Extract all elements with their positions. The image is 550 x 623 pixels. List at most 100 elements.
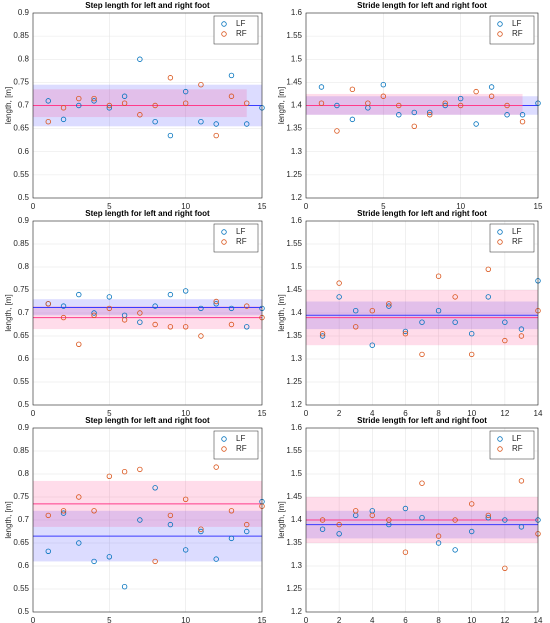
chart-title: Step length for left and right foot: [85, 1, 210, 10]
data-point: [336, 531, 342, 537]
axes-box: [32, 220, 263, 406]
y-tick-label: 1.5: [291, 54, 303, 63]
y-tick-label: 1.55: [286, 31, 302, 40]
data-point: [353, 308, 359, 314]
data-point: [473, 121, 479, 127]
y-tick-label: 1.35: [286, 538, 302, 547]
data-point: [60, 303, 67, 309]
x-tick-label: 15: [258, 409, 267, 418]
data-point: [198, 526, 204, 532]
data-point: [121, 100, 128, 106]
data-point: [76, 540, 82, 546]
y-tick-label: 1.4: [291, 515, 303, 524]
data-point: [488, 93, 495, 99]
y-tick-label: 0.9: [18, 423, 30, 432]
data-point: [228, 321, 235, 328]
data-point: [182, 88, 189, 95]
data-point: [336, 521, 342, 528]
y-axis-label: length, [m]: [4, 501, 13, 538]
data-point: [76, 341, 82, 347]
y-tick-label: 1.55: [286, 239, 302, 248]
data-point: [137, 310, 143, 316]
y-tick-label: 1.55: [286, 446, 302, 455]
data-point: [167, 512, 174, 519]
y-axis-label: length, [m]: [4, 294, 13, 331]
subplot: 1.2 1.25 1.3 1.35 1.4 1.45 1.5 1.55 1.6 0 5 10 15 Str…: [277, 1, 543, 211]
legend-label: RF: [512, 444, 523, 453]
legend-label: LF: [236, 227, 245, 236]
y-tick-label: 0.8: [18, 54, 30, 63]
data-point: [485, 512, 491, 519]
chart-title: Step length for left and right foot: [85, 209, 210, 218]
legend-label: LF: [236, 19, 245, 28]
data-point: [167, 521, 174, 528]
data-point: [334, 128, 340, 134]
data-point: [469, 501, 475, 507]
data-point: [45, 301, 51, 307]
data-point: [349, 116, 356, 123]
data-point: [502, 319, 508, 325]
data-point: [91, 98, 97, 104]
data-point: [198, 305, 204, 312]
data-point: [60, 116, 67, 123]
legend-label: LF: [512, 19, 521, 28]
data-point: [485, 294, 491, 300]
x-tick-label: 0: [31, 409, 36, 418]
data-point: [519, 118, 526, 125]
y-tick-label: 1.45: [286, 77, 302, 86]
data-point: [435, 308, 442, 314]
std-band: [33, 89, 247, 118]
data-point: [76, 102, 82, 109]
data-point: [137, 112, 143, 118]
data-point: [442, 102, 448, 109]
data-point: [518, 478, 525, 484]
data-point: [319, 526, 326, 532]
data-point: [106, 105, 113, 111]
legend-label: RF: [236, 444, 247, 453]
y-tick-label: 1.2: [291, 400, 303, 409]
data-point: [411, 109, 417, 116]
x-tick-label: 2: [337, 409, 342, 418]
data-point: [244, 521, 250, 528]
data-point: [504, 102, 510, 109]
legend-label: LF: [512, 434, 521, 443]
data-point: [419, 351, 425, 358]
data-point: [442, 100, 448, 106]
x-tick-label: 10: [456, 202, 465, 211]
y-tick-label: 1.6: [291, 8, 303, 17]
data-point: [198, 528, 204, 535]
legend-marker: [497, 436, 503, 442]
legend-box: [213, 430, 259, 460]
legend-marker: [221, 436, 227, 442]
data-point: [76, 291, 82, 298]
y-axis-label: length, [m]: [4, 87, 13, 124]
data-point: [91, 310, 97, 316]
data-point: [167, 132, 174, 139]
data-point: [469, 351, 475, 358]
data-point: [182, 547, 189, 553]
data-point: [435, 273, 442, 279]
y-tick-label: 1.3: [291, 354, 303, 363]
data-point: [244, 100, 250, 106]
subplot: 1.2 1.25 1.3 1.35 1.4 1.45 1.5 1.55 1.6 0 2 4 6 8 10 12…: [277, 209, 543, 418]
legend-marker: [221, 239, 227, 245]
y-tick-label: 0.7: [18, 308, 30, 317]
data-point: [91, 312, 97, 318]
data-point: [60, 105, 67, 111]
data-point: [106, 294, 113, 300]
axes-box: [305, 12, 539, 199]
data-point: [228, 72, 235, 79]
subplot: 0.5 0.55 0.6 0.65 0.7 0.75 0.8 0.85 0.9 0 5 10 15 Ste…: [4, 1, 267, 211]
data-point: [318, 100, 325, 106]
data-point: [419, 480, 425, 486]
data-point: [396, 102, 402, 109]
data-point: [213, 121, 219, 127]
legend-box: [213, 223, 259, 253]
legend-box: [489, 223, 535, 253]
y-tick-label: 1.3: [291, 561, 303, 570]
data-point: [152, 558, 158, 565]
x-tick-label: 5: [107, 616, 112, 623]
data-point: [152, 321, 158, 328]
data-point: [182, 288, 189, 294]
y-tick-label: 1.5: [291, 262, 303, 271]
